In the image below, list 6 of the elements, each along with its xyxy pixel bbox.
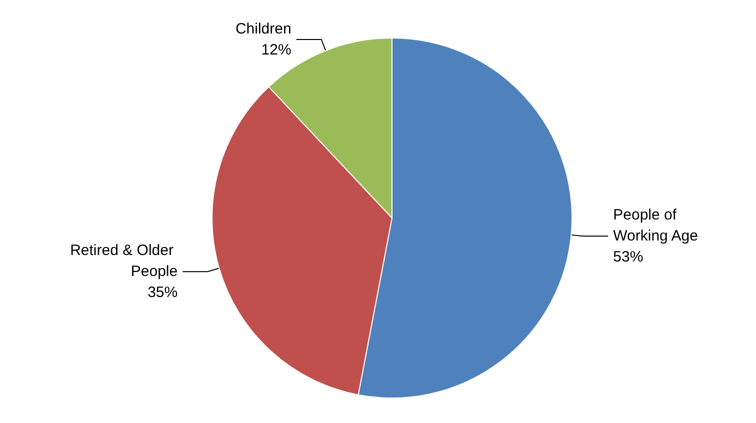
slice-label: People of Working Age — [613, 206, 698, 245]
data-label: 12% — [261, 41, 292, 58]
slice-label: Children — [235, 20, 292, 38]
slice-label: Retired & Older People — [70, 242, 178, 280]
data-label: 53% — [613, 248, 644, 266]
data-label: 35% — [148, 284, 178, 302]
